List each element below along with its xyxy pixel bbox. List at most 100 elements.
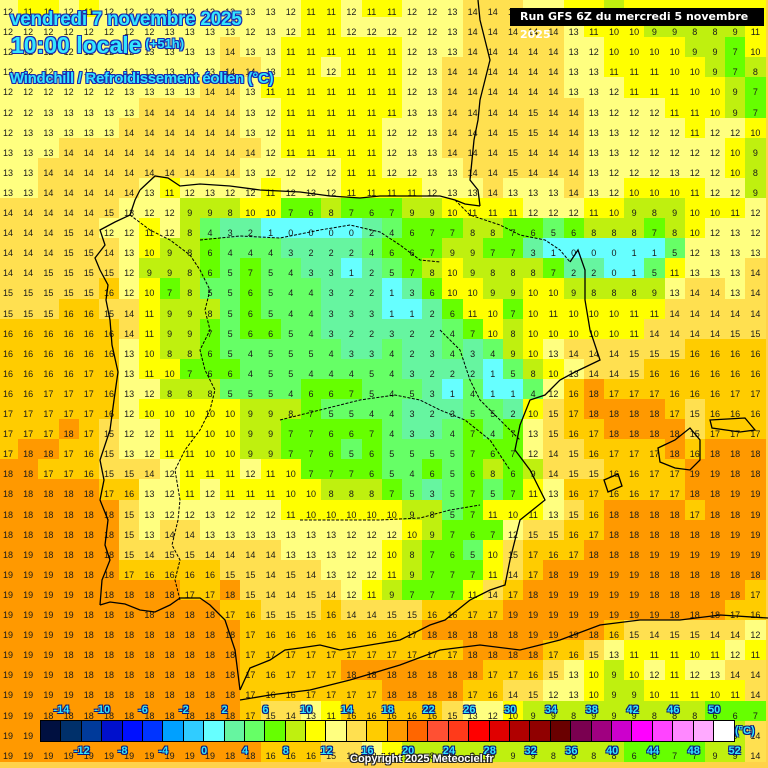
grid-value: 19	[63, 589, 74, 600]
grid-value: 5	[409, 449, 415, 460]
field-cell	[503, 57, 524, 79]
grid-value: 16	[366, 710, 377, 721]
grid-value: 12	[326, 67, 337, 78]
grid-value: 14	[730, 308, 741, 319]
grid-value: 13	[184, 67, 195, 78]
grid-value: 19	[2, 710, 13, 721]
grid-value: 18	[608, 509, 619, 520]
grid-value: 18	[709, 610, 720, 620]
grid-value: 11	[286, 509, 296, 520]
grid-value: 15	[124, 509, 135, 520]
grid-value: 8	[187, 268, 193, 279]
grid-value: 11	[326, 147, 336, 158]
field-cell	[684, 77, 706, 99]
grid-value: 16	[103, 388, 114, 399]
legend-label-bottom: 44	[646, 745, 660, 757]
field-cell	[745, 77, 767, 99]
grid-value: 12	[265, 167, 276, 178]
grid-value: 16	[63, 368, 74, 379]
grid-value: 18	[447, 630, 458, 641]
grid-value: 7	[429, 248, 435, 259]
grid-value: 10	[608, 47, 619, 58]
grid-value: 18	[346, 670, 357, 681]
grid-value: 16	[750, 348, 761, 359]
legend-label-top: -14	[53, 704, 70, 716]
grid-value: 11	[144, 228, 155, 239]
grid-value: 10	[528, 409, 539, 419]
field-cell	[442, 97, 464, 119]
field-cell	[260, 37, 282, 59]
grid-value: 18	[608, 409, 619, 419]
grid-value: 12	[83, 87, 94, 98]
grid-value: 19	[629, 589, 640, 600]
grid-value: 19	[43, 750, 54, 761]
grid-value: 2	[247, 228, 253, 239]
field-cell	[503, 157, 524, 179]
field-cell	[422, 117, 444, 139]
grid-value: 16	[568, 388, 579, 399]
field-cell	[604, 137, 625, 159]
grid-value: 4	[328, 348, 334, 359]
grid-value: 17	[83, 409, 94, 419]
grid-value: 18	[467, 670, 478, 681]
grid-value: 12	[326, 187, 337, 198]
grid-value: 18	[225, 650, 236, 661]
grid-value: 13	[164, 47, 175, 58]
grid-value: 14	[63, 208, 74, 218]
grid-value: 2	[308, 248, 314, 259]
grid-value: 18	[124, 589, 135, 600]
grid-value: 12	[750, 228, 761, 239]
field-cell	[583, 97, 605, 119]
grid-value: 15	[245, 589, 256, 600]
grid-value: 16	[23, 368, 34, 379]
field-cell	[38, 97, 60, 119]
grid-value: 12	[750, 208, 761, 218]
field-cell	[422, 57, 444, 79]
grid-value: 13	[83, 127, 94, 138]
grid-value: 4	[227, 248, 233, 259]
grid-value: 13	[204, 509, 215, 520]
grid-value: 19	[588, 569, 599, 580]
field-cell	[705, 57, 726, 79]
grid-value: 15	[507, 147, 518, 158]
grid-value: 18	[164, 710, 175, 721]
field-cell	[280, 137, 302, 159]
grid-value: 13	[144, 489, 155, 500]
grid-value: 5	[409, 489, 415, 500]
grid-value: 18	[507, 650, 518, 661]
grid-value: 13	[588, 167, 599, 178]
grid-value: 18	[63, 549, 74, 560]
grid-value: 17	[63, 469, 74, 480]
grid-value: 16	[588, 509, 599, 520]
grid-value: 14	[63, 147, 74, 158]
grid-value: 8	[187, 248, 193, 259]
grid-value: 12	[568, 208, 579, 218]
field-cell	[341, 37, 363, 59]
grid-value: 18	[730, 569, 741, 580]
grid-value: 13	[2, 147, 13, 158]
grid-value: 5	[227, 348, 233, 359]
grid-value: 11	[144, 328, 155, 339]
grid-value: 15	[629, 630, 640, 641]
grid-value: 8	[611, 288, 617, 299]
grid-value: 12	[649, 127, 660, 138]
field-cell	[563, 57, 585, 79]
grid-value: 18	[669, 610, 680, 620]
field-cell	[341, 117, 363, 139]
grid-value: 13	[63, 107, 74, 118]
grid-value: 8	[328, 208, 334, 218]
grid-value: 11	[265, 87, 276, 98]
grid-value: 8	[530, 268, 536, 279]
field-cell	[664, 37, 686, 59]
grid-value: 11	[144, 308, 155, 319]
grid-value: 12	[2, 27, 13, 38]
grid-value: 12	[548, 208, 559, 218]
grid-value: 16	[2, 388, 13, 399]
grid-value: 11	[366, 47, 377, 58]
grid-value: 13	[588, 107, 599, 118]
grid-value: 18	[103, 569, 114, 580]
grid-value: 13	[568, 47, 579, 58]
grid-value: 14	[750, 288, 761, 299]
grid-value: 13	[568, 690, 579, 701]
grid-value: 18	[467, 650, 478, 661]
